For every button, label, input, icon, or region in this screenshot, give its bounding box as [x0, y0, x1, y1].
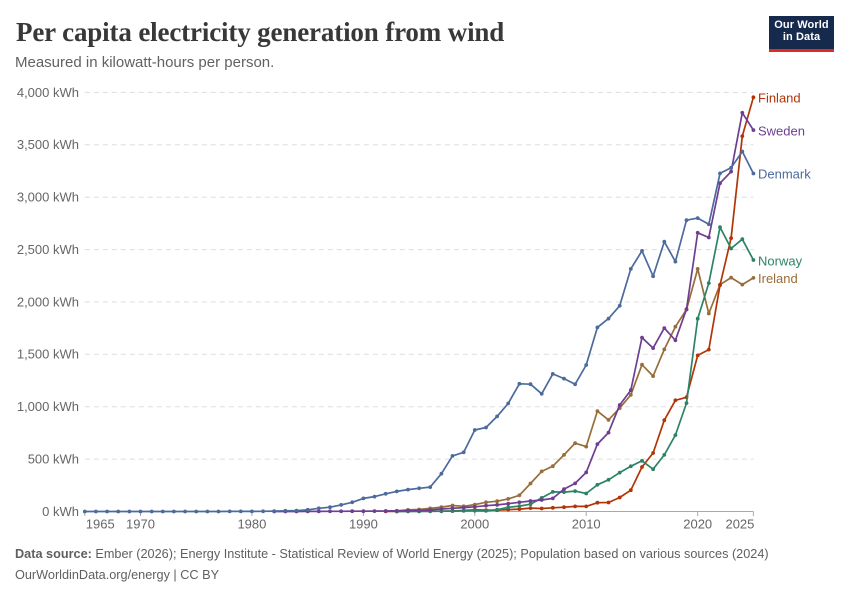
- svg-text:1,500 kWh: 1,500 kWh: [17, 347, 79, 362]
- svg-text:2000: 2000: [460, 517, 489, 532]
- svg-text:Norway: Norway: [758, 254, 803, 269]
- svg-text:Denmark: Denmark: [758, 167, 811, 182]
- svg-text:1980: 1980: [237, 517, 266, 532]
- svg-text:1970: 1970: [126, 517, 155, 532]
- svg-text:2010: 2010: [572, 517, 601, 532]
- svg-text:500 kWh: 500 kWh: [28, 452, 79, 467]
- svg-text:2,500 kWh: 2,500 kWh: [17, 242, 79, 257]
- svg-text:3,000 kWh: 3,000 kWh: [17, 190, 79, 205]
- svg-text:2,000 kWh: 2,000 kWh: [17, 294, 79, 309]
- svg-text:1,000 kWh: 1,000 kWh: [17, 399, 79, 414]
- svg-text:1990: 1990: [349, 517, 378, 532]
- svg-text:1965: 1965: [86, 517, 115, 532]
- svg-text:2025: 2025: [725, 517, 754, 532]
- svg-text:Sweden: Sweden: [758, 124, 805, 139]
- svg-text:4,000 kWh: 4,000 kWh: [17, 85, 79, 100]
- svg-text:2020: 2020: [683, 517, 712, 532]
- svg-text:0 kWh: 0 kWh: [42, 504, 79, 519]
- svg-text:Finland: Finland: [758, 91, 801, 106]
- svg-text:Ireland: Ireland: [758, 271, 798, 286]
- svg-text:3,500 kWh: 3,500 kWh: [17, 137, 79, 152]
